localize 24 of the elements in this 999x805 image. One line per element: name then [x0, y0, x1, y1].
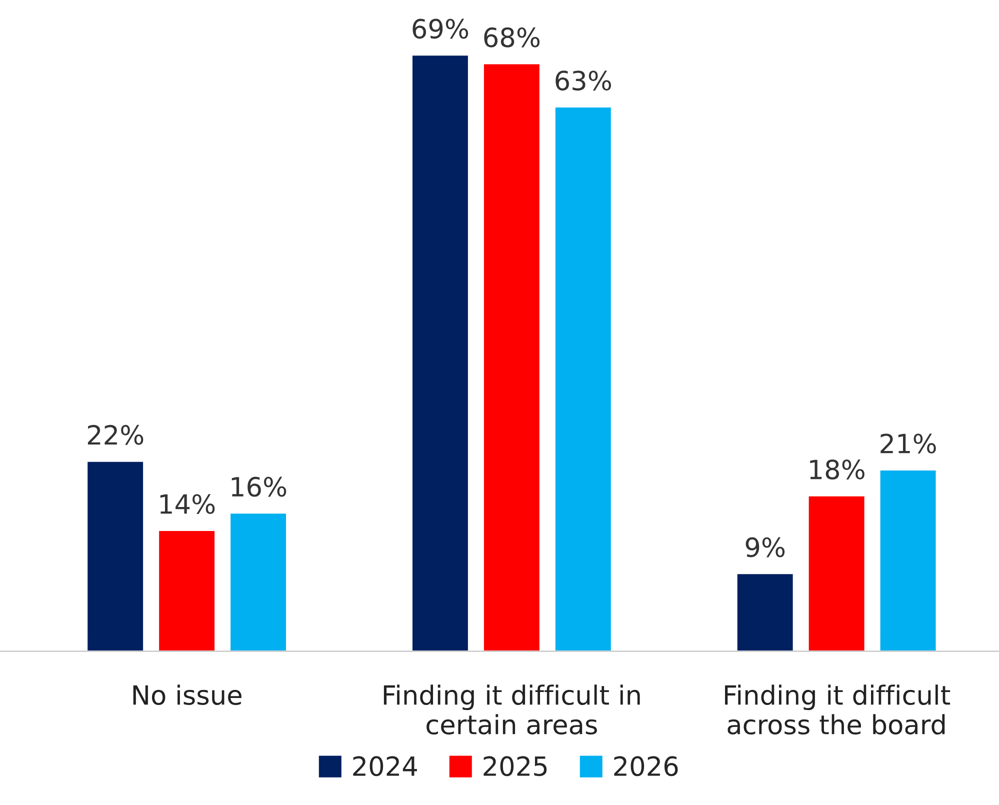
x-tick-label: Finding it difficult across the board [725, 684, 950, 735]
data-label: 18% [810, 460, 864, 480]
bar [878, 469, 938, 652]
bar [807, 494, 866, 652]
data-label: 63% [556, 70, 612, 91]
data-label: 21% [880, 434, 936, 454]
bar [229, 512, 288, 652]
data-label: 69% [412, 18, 468, 39]
x-tick-label: Finding it difficult in certain areas [384, 684, 640, 735]
bar [736, 572, 794, 652]
bar [482, 62, 541, 652]
bar [411, 54, 470, 652]
bar [158, 530, 216, 652]
legend-label: 2026 [614, 756, 678, 776]
data-label: 14% [160, 494, 215, 514]
bar [554, 106, 612, 652]
data-label: 16% [232, 476, 286, 497]
bar [86, 460, 144, 652]
legend-label: 2025 [484, 756, 547, 776]
legend-label: 2024 [353, 756, 417, 776]
data-label: 68% [484, 27, 540, 48]
x-tick-label: No issue [133, 684, 242, 706]
data-label: 22% [88, 424, 144, 445]
data-label: 9% [746, 537, 785, 558]
